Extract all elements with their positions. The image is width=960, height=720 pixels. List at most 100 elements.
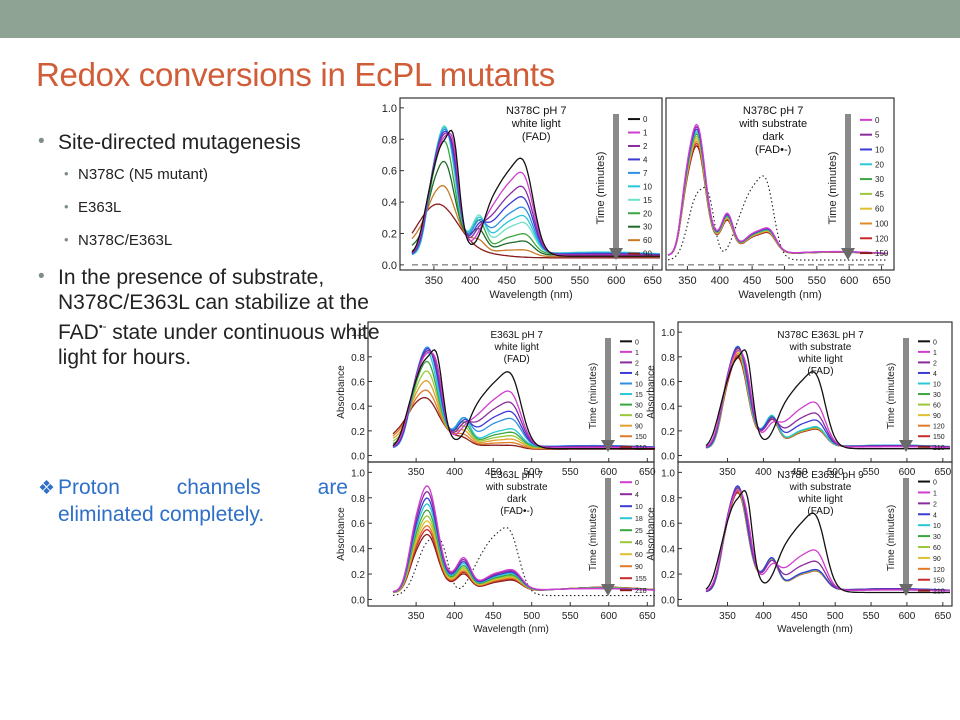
x-axis-label: Wavelength (nm) <box>777 624 853 635</box>
legend-label-60: 60 <box>635 413 643 420</box>
series-line-18 <box>392 503 655 593</box>
panel-title-line: (FAD•-) <box>755 144 791 156</box>
legend-label-155: 155 <box>635 576 647 583</box>
x-tick-label: 350 <box>408 611 425 622</box>
legend-label-150: 150 <box>635 434 647 441</box>
x-tick-label: 500 <box>523 467 540 478</box>
legend-title: Time (minutes) <box>595 152 607 225</box>
y-tick-label: 0.2 <box>351 427 365 438</box>
panel-title-line: with substrate <box>738 118 807 130</box>
legend-label-210: 210 <box>933 589 945 596</box>
series-line-1 <box>705 349 950 449</box>
x-tick-label: 600 <box>840 275 858 287</box>
legend-label-10: 10 <box>635 382 643 389</box>
series-line-0 <box>411 129 660 257</box>
spectrum-panel-1: 350 400 450 500 550 600 6500.00.20.40.60.81.0W… <box>382 97 663 301</box>
x-tick-label: 450 <box>485 467 502 478</box>
panel-frame <box>665 97 895 271</box>
x-tick-label: 500 <box>827 611 844 622</box>
legend-label-60: 60 <box>643 236 652 245</box>
legend-label-0: 0 <box>933 339 937 346</box>
x-tick-label: 550 <box>863 611 880 622</box>
panel-title-line: N378C pH 7 <box>506 105 567 117</box>
legend-label-7: 7 <box>643 169 648 178</box>
panel-title-line: white light <box>797 494 843 505</box>
x-tick-label: 550 <box>562 611 579 622</box>
panel-title-line: E363L pH 7 <box>490 330 543 341</box>
legend-label-10: 10 <box>635 504 643 511</box>
x-tick-label: 650 <box>934 611 951 622</box>
panel-title-line: N378C E363L pH 9 <box>777 470 864 481</box>
x-tick-label: 550 <box>863 467 880 478</box>
legend-label-100: 100 <box>875 219 889 228</box>
x-tick-label: 600 <box>899 611 916 622</box>
time-arrow-shaft <box>605 478 611 584</box>
x-tick-label: 650 <box>644 275 662 287</box>
panel-title-line: N378C E363L pH 7 <box>777 330 864 341</box>
legend-label-30: 30 <box>635 403 643 410</box>
y-tick-label: 0.4 <box>382 197 397 209</box>
panel-title-line: E363L pH 7 <box>490 470 543 481</box>
legend-label-0: 0 <box>875 116 880 125</box>
x-tick-label: 400 <box>755 611 772 622</box>
y-axis-label: Absorbance <box>336 365 347 419</box>
bullet-presence-substrate: In the presence of substrate, N378C/E363… <box>36 264 418 370</box>
x-tick-label: 650 <box>639 611 656 622</box>
x-tick-label: 350 <box>719 467 736 478</box>
y-tick-label: 0.0 <box>661 595 675 606</box>
legend-label-10: 10 <box>875 145 884 154</box>
panel-title-line: (FAD) <box>522 131 551 143</box>
x-tick-label: 450 <box>485 611 502 622</box>
y-tick-label: 0.0 <box>351 452 365 463</box>
y-tick-label: 0.8 <box>351 353 365 364</box>
x-tick-label: 350 <box>408 467 425 478</box>
y-tick-label: 0.0 <box>382 260 397 272</box>
legend-label-20: 20 <box>875 160 884 169</box>
y-tick-label: 1.0 <box>661 328 675 339</box>
diamond-bullet-icon: ❖ <box>38 478 56 499</box>
legend-label-5: 5 <box>875 131 880 140</box>
y-tick-label: 0.4 <box>661 402 675 413</box>
x-tick-label: 600 <box>600 611 617 622</box>
panel-title-line: (FAD) <box>504 354 530 365</box>
legend-label-1: 1 <box>933 490 937 497</box>
legend-label-4: 4 <box>933 512 937 519</box>
spectrum-panel-6: 350 400 450 500 550 600 6500.00.20.40.60.81.0W… <box>646 461 953 635</box>
top-bar <box>0 0 960 38</box>
series-line-0 <box>705 349 950 450</box>
x-tick-label: 400 <box>755 467 772 478</box>
x-tick-label: 450 <box>498 275 516 287</box>
x-axis-label: Wavelength (nm) <box>489 289 572 301</box>
panel-title-line: with substrate <box>789 482 852 493</box>
legend-label-2: 2 <box>643 142 648 151</box>
legend-label-1: 1 <box>933 350 937 357</box>
bullet-presence-text-1: In the presence of substrate, N378C/E363… <box>58 266 369 344</box>
x-tick-label: 400 <box>461 275 479 287</box>
x-tick-label: 550 <box>571 275 589 287</box>
y-tick-label: 0.2 <box>351 570 365 581</box>
legend-title: Time (minutes) <box>886 505 897 571</box>
legend-label-0: 0 <box>635 480 639 487</box>
y-tick-label: 0.6 <box>661 519 675 530</box>
time-arrow-head <box>841 248 855 260</box>
bullet-n378c-e363l: N378C/E363L <box>36 231 406 250</box>
x-tick-label: 650 <box>934 467 951 478</box>
legend-label-0: 0 <box>643 115 648 124</box>
panel-title-line: with substrate <box>789 342 852 353</box>
y-tick-label: 1.0 <box>661 468 675 479</box>
time-arrow-head <box>899 584 913 596</box>
time-arrow-shaft <box>613 114 619 248</box>
series-line-150 <box>667 144 888 256</box>
legend-label-15: 15 <box>635 392 643 399</box>
legend-title: Time (minutes) <box>588 363 599 429</box>
legend-label-10: 10 <box>643 182 652 191</box>
highlight-line-1: Proton channels are <box>58 476 348 499</box>
panel-title-line: with substrate <box>485 482 548 493</box>
bullet-list: Site-directed mutagenesis N378C (N5 muta… <box>36 129 406 381</box>
legend-label-0: 0 <box>933 480 937 487</box>
y-tick-label: 0.4 <box>661 545 675 556</box>
x-tick-label: 350 <box>425 275 443 287</box>
panel-frame <box>367 461 655 607</box>
legend-label-18: 18 <box>635 516 643 523</box>
legend-label-150: 150 <box>933 434 945 441</box>
